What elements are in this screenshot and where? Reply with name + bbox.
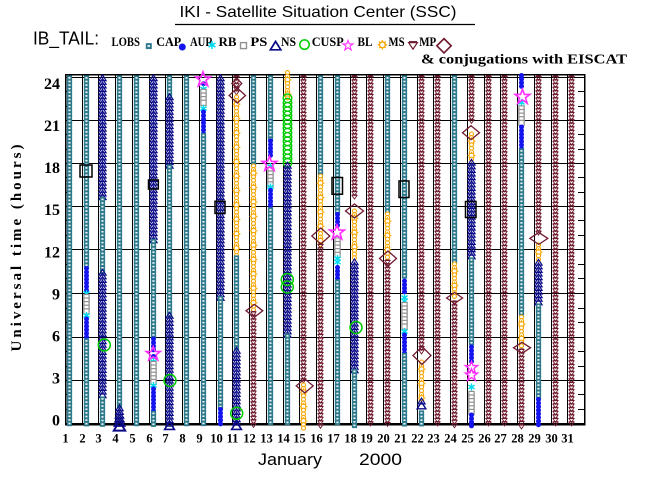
svg-text:2: 2 xyxy=(79,432,85,446)
svg-text:10: 10 xyxy=(210,432,223,446)
svg-text:21: 21 xyxy=(44,118,60,135)
svg-text:9: 9 xyxy=(52,286,60,303)
svg-text:24: 24 xyxy=(44,76,60,93)
svg-text:29: 29 xyxy=(528,432,541,446)
svg-text:19: 19 xyxy=(360,432,373,446)
svg-text:RB: RB xyxy=(219,34,237,49)
svg-text:6: 6 xyxy=(146,432,152,446)
svg-text:28: 28 xyxy=(511,432,524,446)
svg-text:13: 13 xyxy=(260,432,273,446)
svg-text:27: 27 xyxy=(494,432,507,446)
svg-text:3: 3 xyxy=(52,371,60,388)
svg-text:12: 12 xyxy=(44,244,60,261)
svg-text:18: 18 xyxy=(44,160,60,177)
svg-text:25: 25 xyxy=(461,432,474,446)
svg-text:2000: 2000 xyxy=(359,450,402,469)
svg-text:0: 0 xyxy=(52,413,60,430)
svg-text:26: 26 xyxy=(478,432,491,446)
svg-text:7: 7 xyxy=(162,432,168,446)
svg-text:& conjugations with EISCAT: & conjugations with EISCAT xyxy=(421,52,627,67)
svg-text:20: 20 xyxy=(377,432,390,446)
svg-text:9: 9 xyxy=(196,432,202,446)
svg-text:MP: MP xyxy=(419,34,436,49)
svg-text:21: 21 xyxy=(394,432,407,446)
svg-text:CUSP: CUSP xyxy=(312,34,344,49)
svg-text:CAP: CAP xyxy=(156,34,181,49)
svg-text:22: 22 xyxy=(411,432,424,446)
svg-text:6: 6 xyxy=(52,329,60,346)
svg-text:30: 30 xyxy=(545,432,558,446)
svg-text:Universal time (hours): Universal time (hours) xyxy=(9,145,25,352)
svg-text:January: January xyxy=(258,450,323,469)
svg-text:MS: MS xyxy=(389,34,405,49)
svg-text:23: 23 xyxy=(427,432,440,446)
svg-text:24: 24 xyxy=(444,432,457,446)
svg-text:14: 14 xyxy=(277,432,290,446)
svg-text:15: 15 xyxy=(293,432,306,446)
svg-text:16: 16 xyxy=(310,432,323,446)
svg-text:4: 4 xyxy=(112,432,119,446)
svg-text:1: 1 xyxy=(62,432,68,446)
svg-text:11: 11 xyxy=(227,432,239,446)
svg-text:31: 31 xyxy=(561,432,574,446)
svg-text:BL: BL xyxy=(358,34,373,49)
svg-text:8: 8 xyxy=(179,432,185,446)
svg-text:18: 18 xyxy=(344,432,357,446)
svg-text:IB_TAIL:: IB_TAIL: xyxy=(33,29,99,50)
svg-text:NS: NS xyxy=(281,34,296,49)
svg-text:IKI - Satellite Situation Cent: IKI - Satellite Situation Center (SSC) xyxy=(180,4,457,21)
svg-text:15: 15 xyxy=(44,202,60,219)
svg-text:PS: PS xyxy=(250,34,267,49)
svg-text:LOBS: LOBS xyxy=(112,34,141,49)
svg-text:5: 5 xyxy=(129,432,135,446)
svg-text:3: 3 xyxy=(95,432,101,446)
svg-text:17: 17 xyxy=(327,432,340,446)
svg-text:AUR: AUR xyxy=(190,34,213,49)
svg-text:12: 12 xyxy=(243,432,256,446)
